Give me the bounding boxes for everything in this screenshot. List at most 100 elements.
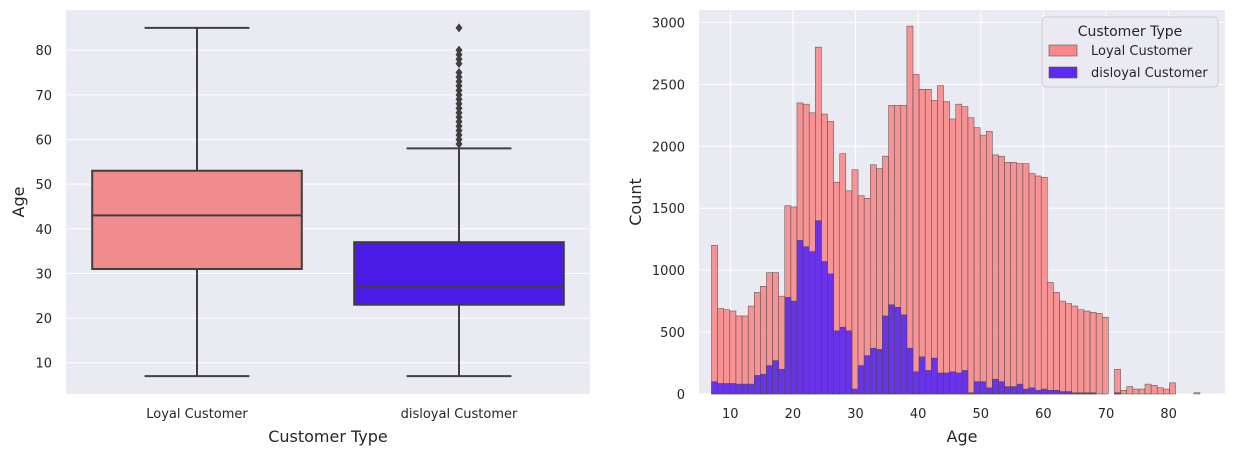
x-tick-label: disloyal Customer <box>401 407 518 422</box>
histogram-bar <box>711 245 718 395</box>
iqr-box <box>353 241 565 306</box>
box-0 <box>91 26 303 378</box>
histogram-bar <box>857 365 865 395</box>
histogram-bar <box>1169 382 1176 395</box>
histogram-bar <box>1132 388 1140 395</box>
histogram-bar <box>1059 300 1066 395</box>
x-tick-label: 40 <box>910 407 927 422</box>
histogram-bar <box>717 383 724 395</box>
histogram-bar <box>986 131 993 395</box>
outlier-point <box>455 45 463 55</box>
legend-swatch-loyal <box>1048 44 1078 57</box>
histogram-bar <box>882 315 889 395</box>
y-tick-label: 1000 <box>652 264 685 279</box>
histogram-bar <box>967 117 975 395</box>
x-tick-label: 10 <box>722 407 739 422</box>
histogram-bar <box>815 220 822 395</box>
histogram-bar <box>1065 391 1072 395</box>
y-tick-label: 10 <box>35 357 52 372</box>
x-tick-label: 30 <box>847 407 864 422</box>
histogram-bar <box>1071 305 1079 395</box>
histogram-bar <box>967 392 975 395</box>
histogram-bar <box>1138 388 1146 395</box>
histogram-bar <box>1010 386 1018 395</box>
histogram-bar <box>937 85 944 395</box>
histogram-bar <box>1028 173 1036 395</box>
histogram-bar <box>778 368 786 395</box>
histogram-bar <box>784 297 792 395</box>
x-tick-label: Loyal Customer <box>146 407 248 422</box>
histogram-bar <box>973 127 981 395</box>
histogram-bar <box>741 383 749 395</box>
histogram-bar <box>857 195 865 395</box>
histogram-bar <box>931 357 938 395</box>
histogram-bar <box>979 381 987 395</box>
histogram-bar <box>1034 390 1042 395</box>
boxplot-y-axis-label: Age <box>9 187 28 218</box>
histogram-bar <box>717 308 724 395</box>
histogram-bar <box>1059 391 1066 395</box>
x-tick-label: 60 <box>1035 407 1052 422</box>
histogram-bars <box>711 25 1201 395</box>
legend-swatch-disloyal <box>1048 66 1078 79</box>
histogram-bar <box>1144 383 1152 395</box>
histogram-bar <box>1022 388 1030 395</box>
histogram-bar <box>723 383 731 395</box>
histogram-bar <box>955 372 963 395</box>
histogram-bar <box>772 360 779 395</box>
histogram-bar <box>1150 385 1158 395</box>
histogram-bar <box>900 314 908 395</box>
histogram-bar <box>1010 162 1018 395</box>
histogram-bar <box>906 347 914 395</box>
histogram-y-axis-label: Count <box>626 178 645 226</box>
histogram-bar <box>729 383 737 395</box>
histogram-bar <box>833 330 840 395</box>
histogram-bar <box>1102 316 1109 395</box>
histogram-bar <box>998 155 1005 395</box>
histogram-bar <box>747 383 755 395</box>
legend-frame <box>1041 16 1219 88</box>
histogram-bar <box>827 273 834 395</box>
histogram-bar <box>839 326 847 395</box>
histogram-bar <box>760 373 767 395</box>
histogram-bar <box>961 106 969 395</box>
x-tick-label: 70 <box>1098 407 1115 422</box>
histogram-bar <box>1077 309 1085 395</box>
histogram-bar <box>735 383 743 395</box>
histogram-bar <box>1053 390 1060 395</box>
histogram-bar <box>1047 390 1054 395</box>
y-tick-label: 70 <box>35 89 52 104</box>
histogram-bar <box>1089 392 1097 395</box>
histogram-bar <box>1083 310 1091 395</box>
histogram-bar <box>888 304 895 395</box>
iqr-box <box>91 169 303 270</box>
y-tick-label: 50 <box>35 178 52 193</box>
legend-title: Customer Type <box>1078 24 1183 40</box>
histogram-bar <box>949 118 956 395</box>
histogram-bar <box>821 261 828 395</box>
histogram-bar <box>918 356 926 395</box>
histogram-bar <box>1163 388 1170 395</box>
y-tick-label: 3000 <box>652 16 685 31</box>
histogram-bar <box>766 365 773 395</box>
histogram-bar <box>1028 387 1036 395</box>
histogram-bar <box>1077 392 1085 395</box>
histogram-x-tick-labels: 10 20 30 40 50 60 70 80 <box>722 407 1177 422</box>
histogram-bar <box>1065 303 1072 395</box>
histogram-bar <box>741 315 749 395</box>
histogram-bar <box>1004 386 1011 395</box>
histogram-bar <box>931 100 938 395</box>
histogram-bar <box>937 372 944 395</box>
y-tick-label: 40 <box>35 223 52 238</box>
histogram-bar <box>723 309 731 395</box>
y-tick-label: 60 <box>35 133 52 148</box>
histogram-y-tick-labels: 0 500 1000 1500 2000 2500 3000 <box>652 16 685 403</box>
histogram-legend: Customer Type Loyal Customer disloyal Cu… <box>1041 16 1219 88</box>
histogram-bar <box>912 371 920 395</box>
y-tick-label: 2000 <box>652 140 685 155</box>
histogram-bar <box>1095 313 1103 395</box>
histogram-bar <box>924 89 932 395</box>
histogram-bar <box>845 330 853 395</box>
y-tick-label: 80 <box>35 44 52 59</box>
